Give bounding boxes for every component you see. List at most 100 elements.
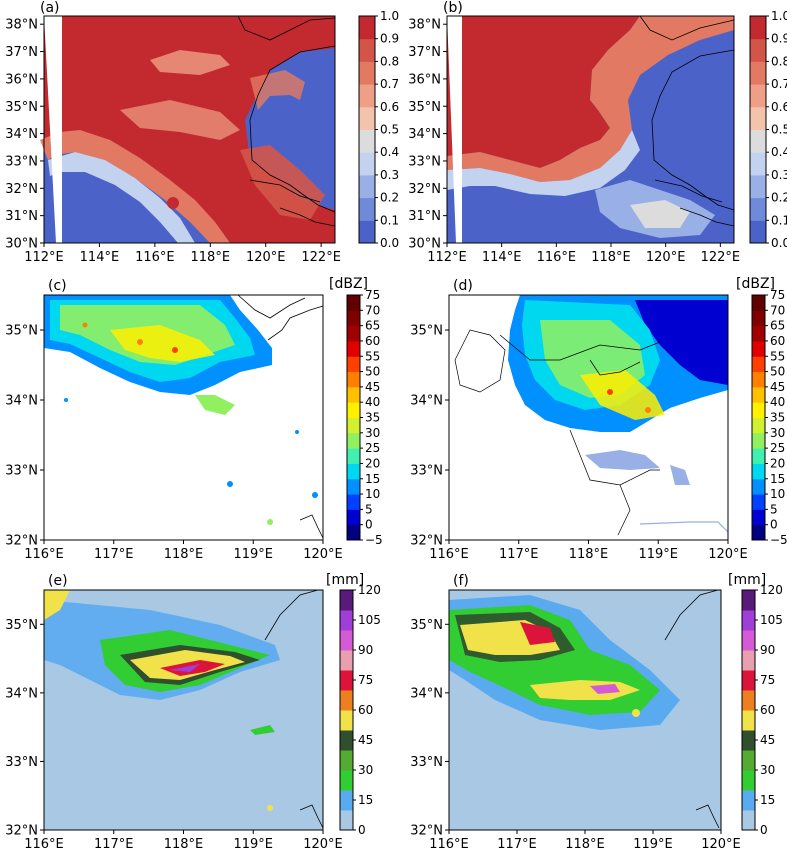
colorbar-tick-label: 55 [365,349,380,363]
coastline-e [264,589,324,829]
colorbar-unit-e: [mm] [326,572,364,588]
colorbar-segment [347,509,360,526]
colorbar-tick-label: 20 [770,456,785,470]
colorbar-tick-label: 45 [365,380,380,394]
colorbar-unit-f: [mm] [728,572,766,588]
plot-frame-b [446,15,735,244]
colorbar-segment [340,650,353,671]
colorbar-tick-label: 1.0 [771,9,787,23]
x-tick-label: 120°E [246,250,286,265]
y-tick-label: 32°N [5,182,38,197]
panel-f: (f) [mm] 116°E 117°E 118°E 119°E 120°E 32°N 33… [410,572,783,850]
panel-label-c: (c) [48,278,67,294]
colorbar-tick-label: 10 [770,487,785,501]
colorbar-segment [750,220,766,244]
colorbar-segment [752,340,765,357]
colorbar-segment [752,524,765,541]
y-tick-label: 34°N [5,127,38,142]
colorbar-tick-label: 30 [770,426,785,440]
colorbar-tick-label: 70 [770,303,785,317]
colorbar-segment [752,325,765,342]
y-tick-label: 38°N [5,18,38,33]
panel-b: (b) 112°E 114°E 116°E 118°E 120°E 122°E 30°N 31… [408,0,787,265]
colorbar-tick-label: 25 [770,441,785,455]
colorbar-unit-c: [dBZ] [329,276,368,292]
colorbar-segment [359,106,375,130]
colorbar-tick-label: 30 [358,763,373,777]
x-tick-label: 112°E [427,250,467,265]
x-tick-label: 114°E [80,250,120,265]
panel-e: (e) [mm] 116°E 117°E 118°E 119°E 120°E 32°N 33… [5,572,381,850]
colorbar-tick-label: 0 [358,823,366,837]
colorbar-tick-label: 0.9 [771,32,787,46]
colorbar-segment [347,402,360,418]
colorbar-segment [340,630,353,651]
x-tick-label: 118°E [591,250,631,265]
panel-d: (d) [dBZ] 116°E 117°E 118°E 119°E 120°E 32°N 3… [410,276,787,562]
colorbar-segment [750,38,766,62]
y-tick-label: 35°N [5,100,38,115]
x-tick-label: 112°E [24,250,64,265]
y-tick-label: 34°N [410,686,443,701]
y-tick-label: 30°N [408,237,441,252]
x-tick-label: 120°E [303,547,343,562]
colorbar-segment [750,84,766,108]
colorbar-segment [752,448,765,464]
colorbar-tick-label: 0.3 [380,168,399,182]
y-tick-label: 30°N [5,237,38,252]
colorbar-tick-label: 0 [770,518,778,532]
colorbar-segment [752,478,765,495]
colorbar-tick-label: 105 [760,613,783,627]
probability-field-b [447,16,734,243]
colorbar-tick-label: 50 [365,365,380,379]
colorbar-segment [340,750,353,771]
colorbar-segment [347,524,360,541]
x-tick-label: 116°E [24,547,64,562]
colorbar-segment [340,770,353,791]
x-tick-label: 116°E [429,837,469,850]
colorbar-segment [752,402,765,418]
x-tick-label: 120°E [303,837,343,850]
colorbar-segment [750,174,766,199]
y-tick-label: 35°N [5,618,38,633]
colorbar-segment [742,770,755,791]
colorbar-segment [347,494,360,510]
colorbar-segment [752,417,765,434]
colorbar-tick-label: 0.5 [380,123,399,137]
coastline-b [639,15,735,227]
colorbar-segment [359,152,375,176]
y-tick-label: 37°N [408,45,441,60]
colorbar-tick-label: 5 [770,502,778,516]
colorbar-segment [347,310,360,327]
colorbar-tick-label: 25 [365,441,380,455]
panel-label-f: (f) [453,573,469,589]
x-tick-label: 118°E [164,547,204,562]
colorbar-segment [347,295,360,311]
y-tick-label: 33°N [5,154,38,169]
colorbar-tick-label: 20 [365,456,380,470]
boundaries-d [454,329,661,536]
colorbar-segment [359,129,375,153]
colorbar-segment [347,478,360,495]
colorbar-segment [752,432,765,449]
colorbar-segment [742,730,755,751]
rainfall-field-f [449,590,721,830]
colorbar-segment [347,371,360,388]
y-tick-label: 32°N [410,534,443,549]
x-tick-label: 118°E [164,837,204,850]
colorbar-segment [340,710,353,731]
x-tick-label: 116°E [24,837,64,850]
y-tick-label: 35°N [5,324,38,339]
y-tick-label: 33°N [5,755,38,770]
colorbar-segment [742,590,755,611]
colorbar-tick-label: 0.0 [771,236,787,250]
colorbar-tick-label: 40 [770,395,785,409]
colorbar-segment [340,590,353,611]
y-tick-label: 35°N [410,324,443,339]
colorbar-tick-label: 0.5 [771,123,787,137]
y-tick-label: 34°N [5,394,38,409]
colorbar-tick-label: 1.0 [380,9,399,23]
x-tick-label: 120°E [646,250,686,265]
y-tick-label: 37°N [5,45,38,60]
colorbar-segment [359,38,375,62]
